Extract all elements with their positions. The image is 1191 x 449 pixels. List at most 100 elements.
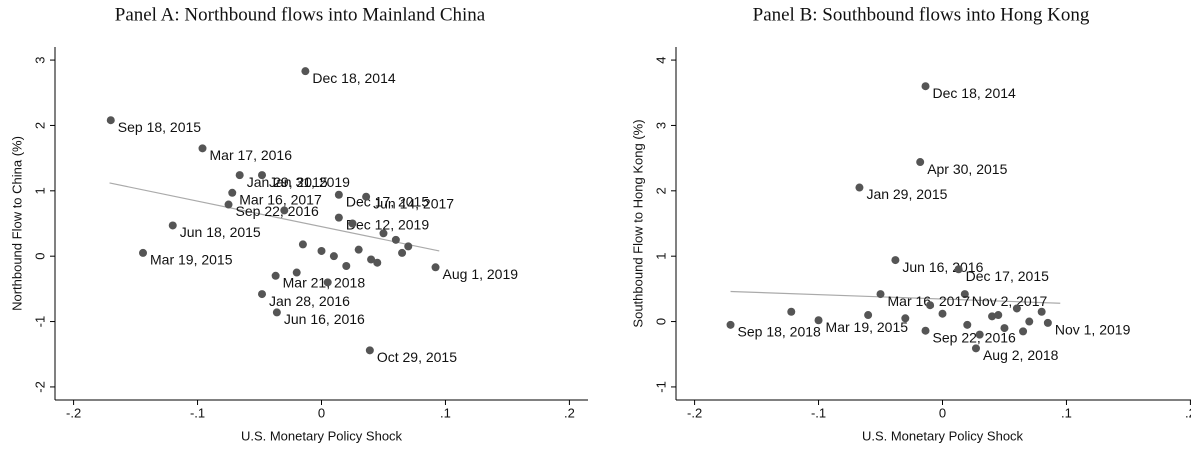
point-label: Aug 2, 2018	[983, 347, 1059, 363]
data-point	[431, 263, 440, 272]
data-point	[938, 309, 947, 318]
panel-title: Panel A: Northbound flows into Mainland …	[115, 4, 486, 25]
data-point	[354, 245, 363, 254]
data-point	[292, 268, 301, 277]
data-point	[1012, 304, 1021, 313]
y-tick-label: 2	[32, 122, 47, 129]
data-point	[348, 219, 357, 228]
x-tick-label: -.2	[687, 405, 702, 420]
point-label: Mar 19, 2015	[826, 319, 909, 335]
point-label: Dec 18, 2014	[933, 85, 1016, 101]
x-axis-label: U.S. Monetary Policy Shock	[862, 428, 1024, 443]
point-label: Nov 1, 2019	[1055, 322, 1131, 338]
data-point	[926, 301, 935, 310]
data-point	[258, 290, 267, 299]
y-tick-label: 1	[32, 187, 47, 194]
point-label: Sep 22, 2016	[933, 329, 1017, 345]
data-point	[876, 290, 885, 299]
x-tick-label: -.1	[811, 405, 826, 420]
data-point	[362, 192, 371, 201]
data-point	[855, 183, 864, 192]
point-label: Jan 29, 2015	[247, 174, 328, 190]
data-point	[235, 171, 244, 180]
fit-line	[730, 290, 1061, 304]
x-axis-label: U.S. Monetary Policy Shock	[241, 428, 403, 443]
data-point	[1019, 327, 1028, 336]
data-point	[342, 261, 351, 270]
y-tick-label: 2	[653, 187, 668, 194]
data-point	[398, 248, 407, 257]
point-label: Sep 18, 2015	[118, 119, 202, 135]
data-point	[365, 346, 374, 355]
data-point	[228, 188, 237, 197]
data-point	[1043, 318, 1052, 327]
point-label: Aug 1, 2019	[443, 266, 519, 282]
data-point	[224, 200, 233, 209]
y-tick-label: -2	[32, 381, 47, 393]
data-point	[139, 248, 148, 257]
point-label: Sep 18, 2018	[738, 324, 822, 340]
point-label: Oct 29, 2015	[377, 349, 457, 365]
x-tick-label: .2	[564, 405, 575, 420]
data-point	[891, 256, 900, 265]
point-label: Jan 31, 2019	[269, 174, 350, 190]
data-point	[271, 271, 280, 280]
data-point	[1000, 324, 1009, 333]
point-label: Nov 2, 2017	[972, 293, 1048, 309]
data-point	[106, 116, 115, 125]
point-label: Dec 17, 2015	[966, 268, 1049, 284]
panel: Panel A: Northbound flows into Mainland …	[9, 4, 588, 443]
y-axis-label: Southbound Flow to Hong Kong (%)	[630, 119, 645, 327]
data-point	[954, 265, 963, 274]
point-label: Dec 12, 2019	[346, 216, 429, 232]
point-label: Jun 14, 2017	[373, 195, 454, 211]
data-point	[814, 316, 823, 325]
point-label: Jun 16, 2016	[902, 259, 983, 275]
data-point	[921, 82, 930, 91]
point-label: Sep 22, 2016	[236, 203, 320, 219]
point-label: Apr 30, 2015	[927, 161, 1007, 177]
data-point	[198, 144, 207, 153]
data-point	[329, 252, 338, 261]
y-tick-label: -1	[32, 316, 47, 328]
y-tick-label: 3	[653, 122, 668, 129]
data-point	[921, 326, 930, 335]
data-point	[280, 206, 289, 215]
x-tick-label: .1	[440, 405, 451, 420]
data-point	[272, 308, 281, 317]
data-point	[258, 171, 267, 180]
data-point	[168, 221, 177, 230]
fit-line	[109, 182, 440, 252]
data-point	[334, 213, 343, 222]
data-point	[323, 278, 332, 287]
data-point	[298, 240, 307, 249]
point-label: Dec 18, 2014	[312, 70, 395, 86]
x-tick-label: 0	[318, 405, 325, 420]
x-tick-label: -.1	[190, 405, 205, 420]
data-point	[963, 320, 972, 329]
panel-title: Panel B: Southbound flows into Hong Kong	[753, 4, 1090, 25]
data-point	[379, 229, 388, 238]
data-point	[334, 190, 343, 199]
data-point	[301, 67, 310, 76]
panel: Panel B: Southbound flows into Hong Kong…	[630, 4, 1191, 443]
data-point	[994, 311, 1003, 320]
point-label: Mar 16, 2017	[239, 191, 322, 207]
data-point	[916, 158, 925, 167]
point-label: Mar 17, 2016	[210, 147, 293, 163]
y-tick-label: -1	[653, 381, 668, 393]
point-label: Jun 18, 2015	[180, 224, 261, 240]
x-tick-label: 0	[939, 405, 946, 420]
data-point	[901, 314, 910, 323]
data-point	[975, 330, 984, 339]
point-label: Jun 16, 2016	[284, 311, 365, 327]
data-point	[787, 307, 796, 316]
data-point	[1025, 317, 1034, 326]
x-tick-label: -.2	[66, 405, 81, 420]
data-point	[391, 235, 400, 244]
x-tick-label: .1	[1061, 405, 1072, 420]
point-label: Jan 28, 2016	[269, 293, 350, 309]
data-point	[988, 312, 997, 321]
data-point	[971, 344, 980, 353]
